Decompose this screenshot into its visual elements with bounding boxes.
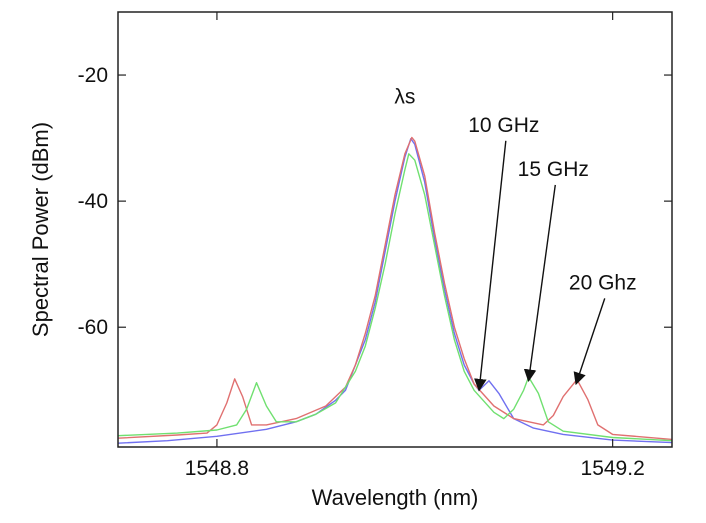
annotation-label-3: 15 GHz bbox=[518, 158, 589, 181]
series-line-2 bbox=[117, 136, 673, 441]
y-tick-label: -40 bbox=[78, 190, 108, 213]
x-tick-label: 1548.8 bbox=[185, 457, 249, 480]
annotation-label-1: λs bbox=[394, 85, 415, 108]
annotation-label-4: 20 Ghz bbox=[569, 271, 637, 294]
y-tick-label: -60 bbox=[78, 316, 108, 339]
annotations: λs 10 GHz 15 GHz 20 Ghz bbox=[394, 85, 637, 392]
ticks-layer: -20 -40 -60 1548.8 1549.2 bbox=[78, 12, 672, 480]
annotation-arrow-3 bbox=[523, 184, 556, 383]
annotation-arrow-2 bbox=[474, 140, 507, 392]
series-layer bbox=[117, 136, 673, 444]
annotation-arrow-4 bbox=[573, 298, 606, 386]
series-line-3 bbox=[117, 153, 673, 442]
y-axis-label: Spectral Power (dBm) bbox=[28, 122, 53, 337]
y-tick-label: -20 bbox=[78, 64, 108, 87]
plot-frame bbox=[117, 11, 673, 448]
x-tick-label: 1549.2 bbox=[581, 457, 645, 480]
annotation-label-2: 10 GHz bbox=[468, 114, 539, 137]
x-axis-label: Wavelength (nm) bbox=[312, 485, 479, 510]
